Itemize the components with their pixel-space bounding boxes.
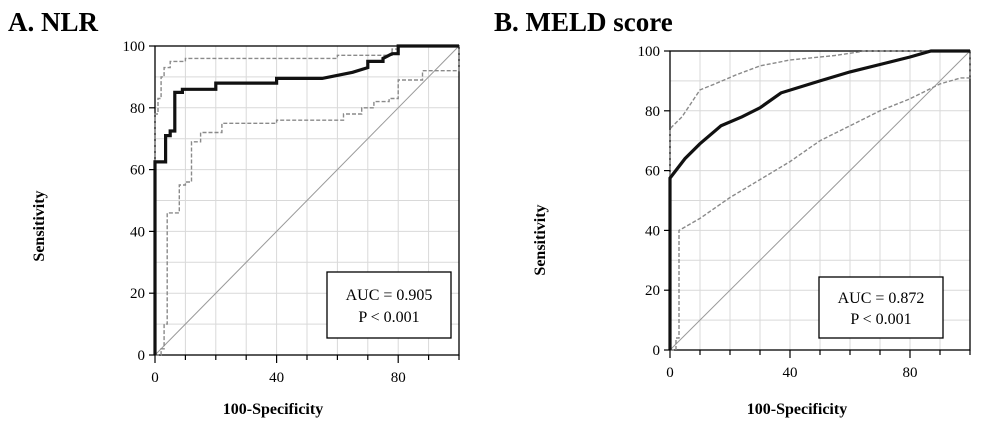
panel-a-y-tick-label-40: 40 (130, 224, 145, 240)
panel-a-upper-ci-line (154, 45, 459, 355)
panel-a-p-value-label: P < 0.001 (358, 309, 419, 326)
panel-b-annotation-frame (818, 276, 944, 339)
panel-a-plot-area (153, 44, 460, 356)
panel-a-title: A. NLR (8, 7, 99, 37)
panel-a-y-tick-label-80: 80 (130, 101, 145, 117)
panel-a-auc-label: AUC = 0.905 (346, 287, 433, 304)
panel-a-lower-ci-line (155, 46, 460, 356)
panel-a-x-axis-label: 100-Specificity (223, 401, 323, 418)
panel-a-y-tick-label-20: 20 (130, 286, 145, 302)
panel-a-nlr: A. NLR 100-Specificity Sensitivity 0 20 40… (8, 7, 460, 418)
panel-a-y-tick-label-60: 60 (130, 163, 145, 179)
panel-b-x-tick-label-0: 0 (666, 365, 674, 381)
panel-b-y-tick-label-100: 100 (638, 44, 661, 60)
panel-b-reference-line (669, 50, 971, 351)
panel-a-reference-line (154, 45, 460, 356)
panel-b-y-tick-label-20: 20 (645, 283, 660, 299)
panel-b-p-value-label: P < 0.001 (850, 311, 911, 328)
panel-b-y-tick-label-60: 60 (645, 164, 660, 180)
panel-a-x-axis: 0 40 80 (151, 355, 460, 386)
panel-b-lower-ci-line (670, 51, 971, 351)
panel-b-upper-ci-line (669, 50, 970, 350)
panel-b-x-axis-label: 100-Specificity (747, 401, 847, 418)
panel-b-auc-label: AUC = 0.872 (838, 290, 925, 307)
panel-b-y-tick-label-80: 80 (645, 104, 660, 120)
panel-a-annotation-frame (326, 271, 452, 339)
panel-b-x-axis: 0 40 80 (666, 350, 971, 381)
panel-a-roc-line (153, 44, 459, 355)
panel-b-x-tick-label-80: 80 (903, 365, 918, 381)
panel-a-y-tick-label-0: 0 (138, 348, 146, 364)
panel-a-y-tick-label-100: 100 (123, 39, 146, 55)
panel-b-annotation-box: AUC = 0.872 P < 0.001 (818, 276, 944, 339)
panel-a-x-tick-label-80: 80 (391, 370, 406, 386)
panel-b-y-axis-label: Sensitivity (532, 204, 549, 275)
panel-a-x-tick-label-40: 40 (269, 370, 284, 386)
panel-b-y-tick-label-40: 40 (645, 223, 660, 239)
panel-a-y-axis: 0 20 40 60 80 100 (123, 39, 155, 364)
panel-b-y-axis: 0 20 40 60 80 100 (638, 44, 670, 359)
panel-b-x-tick-label-40: 40 (783, 365, 798, 381)
panel-a-y-axis-label: Sensitivity (31, 190, 48, 261)
panel-b-meld-score: B. MELD score 100-Specificity Sensitivit… (494, 7, 971, 418)
panel-a-annotation-box: AUC = 0.905 P < 0.001 (326, 271, 452, 339)
panel-b-y-tick-label-0: 0 (653, 343, 661, 359)
panel-a-x-tick-label-0: 0 (151, 370, 159, 386)
panel-b-roc-line (668, 49, 970, 350)
panel-b-title: B. MELD score (494, 7, 673, 37)
